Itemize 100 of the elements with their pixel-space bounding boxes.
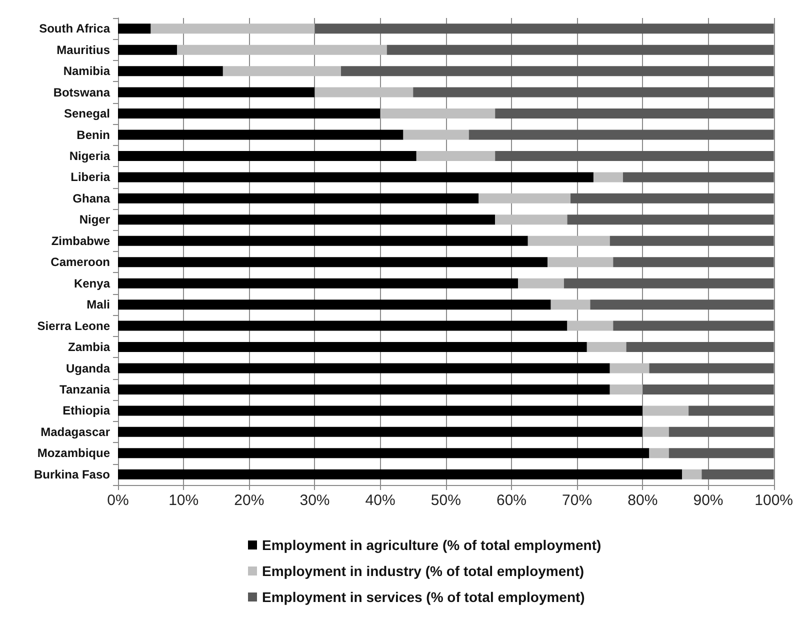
y-tick-label: Zambia <box>68 340 110 354</box>
bar <box>118 87 315 98</box>
bar <box>649 448 669 458</box>
bar <box>118 320 568 331</box>
bar <box>118 257 548 268</box>
bar <box>593 172 623 182</box>
bar <box>668 448 774 458</box>
bar <box>118 469 682 480</box>
bar <box>380 108 496 119</box>
bar <box>590 300 774 310</box>
bar <box>118 214 496 225</box>
bar <box>118 108 380 119</box>
bar <box>118 448 650 458</box>
x-tick-label: 40% <box>365 492 396 509</box>
bar <box>118 363 610 374</box>
bar <box>118 342 587 352</box>
y-tick-label: Botswana <box>53 85 110 100</box>
bar <box>314 24 774 34</box>
x-tick-label: 20% <box>234 492 264 509</box>
bar <box>626 342 774 352</box>
bar <box>118 406 643 416</box>
bar <box>314 87 414 98</box>
y-tick-label: Nigeria <box>69 148 110 163</box>
bar <box>118 130 404 140</box>
bar <box>548 257 614 268</box>
bar <box>567 320 614 331</box>
bar <box>682 469 702 480</box>
bar <box>118 426 643 437</box>
y-tick-label: Kenya <box>74 276 110 290</box>
bar <box>688 406 774 416</box>
bar <box>642 426 669 437</box>
y-tick-label: Sierra Leone <box>37 318 110 333</box>
bar <box>702 469 774 480</box>
x-tick-label: 30% <box>300 492 330 509</box>
bar <box>610 236 774 246</box>
y-tick-label: Benin <box>76 128 110 142</box>
y-tick-label: South Africa <box>39 22 110 36</box>
bar <box>610 384 643 394</box>
bar <box>118 278 518 288</box>
y-tick-label: Senegal <box>64 106 110 121</box>
y-tick-label: Ghana <box>72 191 110 206</box>
bar <box>564 278 774 288</box>
y-tick-label: Niger <box>79 212 110 227</box>
x-tick-label: 70% <box>562 492 592 509</box>
bar <box>340 66 774 76</box>
bar <box>610 363 650 374</box>
bar <box>468 130 774 140</box>
bar <box>642 384 774 394</box>
bar <box>118 44 178 55</box>
bar <box>118 384 610 394</box>
x-tick-label: 80% <box>628 492 658 509</box>
y-tick-label: Burkina Faso <box>34 467 110 482</box>
bar <box>478 193 571 204</box>
x-tick-label: 10% <box>168 492 199 509</box>
bar <box>649 363 774 374</box>
bar <box>550 300 590 310</box>
x-tick-label: 90% <box>693 492 724 509</box>
bar <box>642 406 689 416</box>
y-tick-label: Uganda <box>66 361 110 376</box>
bar <box>118 172 594 182</box>
y-tick-label: Zimbabwe <box>51 234 110 248</box>
bar <box>668 426 774 437</box>
y-tick-label: Mauritius <box>56 42 110 57</box>
y-tick-label: Ethiopia <box>62 404 110 418</box>
x-tick-label: 100% <box>754 492 794 509</box>
legend-label: Employment in industry (% of total employment) <box>262 563 584 579</box>
legend-label: Employment in agriculture (% of total employment) <box>262 537 602 553</box>
bar <box>495 150 774 161</box>
y-tick-label: Mozambique <box>37 446 110 460</box>
y-tick-label: Mali <box>86 298 110 312</box>
y-tick-label: Tanzania <box>60 382 110 396</box>
bar <box>177 44 387 55</box>
bar <box>495 108 774 119</box>
bar <box>495 214 568 225</box>
bar <box>518 278 564 288</box>
bar <box>613 257 774 268</box>
bar <box>386 44 774 55</box>
bar <box>528 236 610 246</box>
bar <box>150 24 315 34</box>
bar <box>118 236 528 246</box>
y-tick-label: Cameroon <box>50 255 110 270</box>
bar <box>622 172 774 182</box>
y-tick-label: Namibia <box>63 64 110 78</box>
bar <box>222 66 341 76</box>
x-tick-label: 0% <box>107 492 129 509</box>
bar <box>413 87 774 98</box>
bar <box>416 150 496 161</box>
y-tick-label: Liberia <box>70 170 110 184</box>
bar <box>118 66 223 76</box>
bar <box>118 150 416 161</box>
bar <box>118 24 151 34</box>
x-tick-label: 50% <box>430 492 461 509</box>
y-tick-label: Madagascar <box>40 424 110 439</box>
bar <box>570 193 774 204</box>
bar <box>403 130 469 140</box>
bar <box>586 342 626 352</box>
bar <box>118 193 479 204</box>
x-tick-label: 60% <box>496 492 527 509</box>
bar <box>118 300 551 310</box>
legend-label: Employment in services (% of total employment) <box>262 589 585 605</box>
